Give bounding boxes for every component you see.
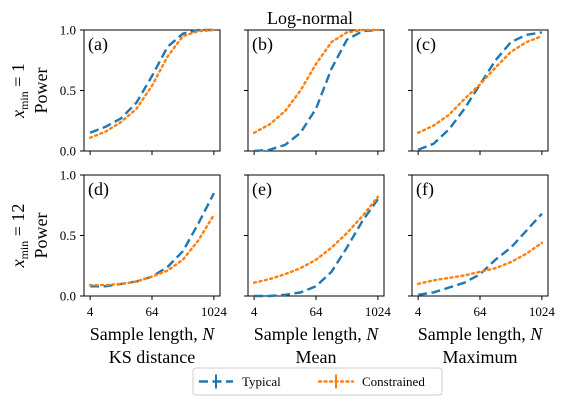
x-tick-label: 64 <box>146 304 160 319</box>
panel-d: 0.0 0.5 1.0 4 64 1024 (d) <box>60 168 228 320</box>
panel-a: 0.0 0.5 1.0 (a) <box>60 23 221 159</box>
legend: Typical Constrained <box>192 367 443 396</box>
series-line-constrained <box>252 195 380 284</box>
row-label-var: xmin = 12 <box>8 204 31 269</box>
legend-item-constrained: Constrained <box>317 374 425 389</box>
panels: 0.0 0.5 1.0 (a) (b) (c) 0.0 0.5 1.0 4 64 1024 (d) 4 64… <box>60 23 556 320</box>
y-tick-label: 0.5 <box>60 228 76 243</box>
series-line-constrained <box>252 28 380 135</box>
x-tick-label: 64 <box>474 304 488 319</box>
series-line-typical <box>90 192 215 288</box>
panel-label: (d) <box>88 179 109 200</box>
y-tick-label: 0.0 <box>60 144 76 159</box>
series-line-constrained <box>416 34 544 135</box>
panel-label: (e) <box>252 179 272 200</box>
row-label-2: xmin = 12 Power <box>8 204 51 269</box>
legend-box <box>192 367 443 396</box>
panel-f: 4 64 1024 (f) <box>408 174 556 319</box>
row-label-power: Power <box>31 213 51 259</box>
series-line-constrained <box>88 28 216 139</box>
y-tick-label: 0.5 <box>60 83 76 98</box>
x-axis-label: Sample length, N <box>418 324 543 344</box>
row-label-1: xmin = 1 Power <box>8 63 51 119</box>
legend-label: Constrained <box>362 374 425 389</box>
series-line-typical <box>417 31 543 151</box>
series-line-typical <box>417 212 543 296</box>
panel-label: (f) <box>416 179 434 200</box>
series-line-typical <box>254 198 379 298</box>
row-label-var: xmin = 1 <box>8 63 31 119</box>
legend-label: Typical <box>242 374 281 389</box>
panel-label: (a) <box>88 34 108 55</box>
y-tick-label: 1.0 <box>60 23 76 38</box>
legend-item-typical: Typical <box>199 374 281 389</box>
column-label: KS distance <box>109 347 195 367</box>
panel-e: 4 64 1024 (e) <box>244 174 392 319</box>
figure-title: Log-normal <box>267 8 353 28</box>
x-tick-label: 1024 <box>201 304 228 319</box>
panel-label: (b) <box>252 34 273 55</box>
column-label: Mean <box>296 347 337 367</box>
x-tick-label: 64 <box>310 304 324 319</box>
x-tick-label: 1024 <box>365 304 392 319</box>
x-axis-label: Sample length, N <box>254 324 379 344</box>
series-line-constrained <box>416 241 544 286</box>
x-tick-label: 1024 <box>529 304 556 319</box>
panel-c: (c) <box>408 29 549 155</box>
x-tick-label: 4 <box>251 304 258 319</box>
panel-label: (c) <box>416 34 436 55</box>
panel-b: (b) <box>244 28 385 155</box>
column-label: Maximum <box>443 347 518 367</box>
x-axis-label: Sample length, N <box>90 324 215 344</box>
y-tick-label: 1.0 <box>60 168 76 183</box>
series-line-typical <box>254 28 378 153</box>
row-label-power: Power <box>31 68 51 114</box>
x-tick-label: 4 <box>415 304 422 319</box>
y-tick-label: 0.0 <box>60 289 76 304</box>
series-line-constrained <box>88 213 216 287</box>
x-tick-label: 4 <box>87 304 94 319</box>
series-line-typical <box>89 28 214 134</box>
column-labels: Sample length, N KS distance Sample length… <box>90 324 543 367</box>
